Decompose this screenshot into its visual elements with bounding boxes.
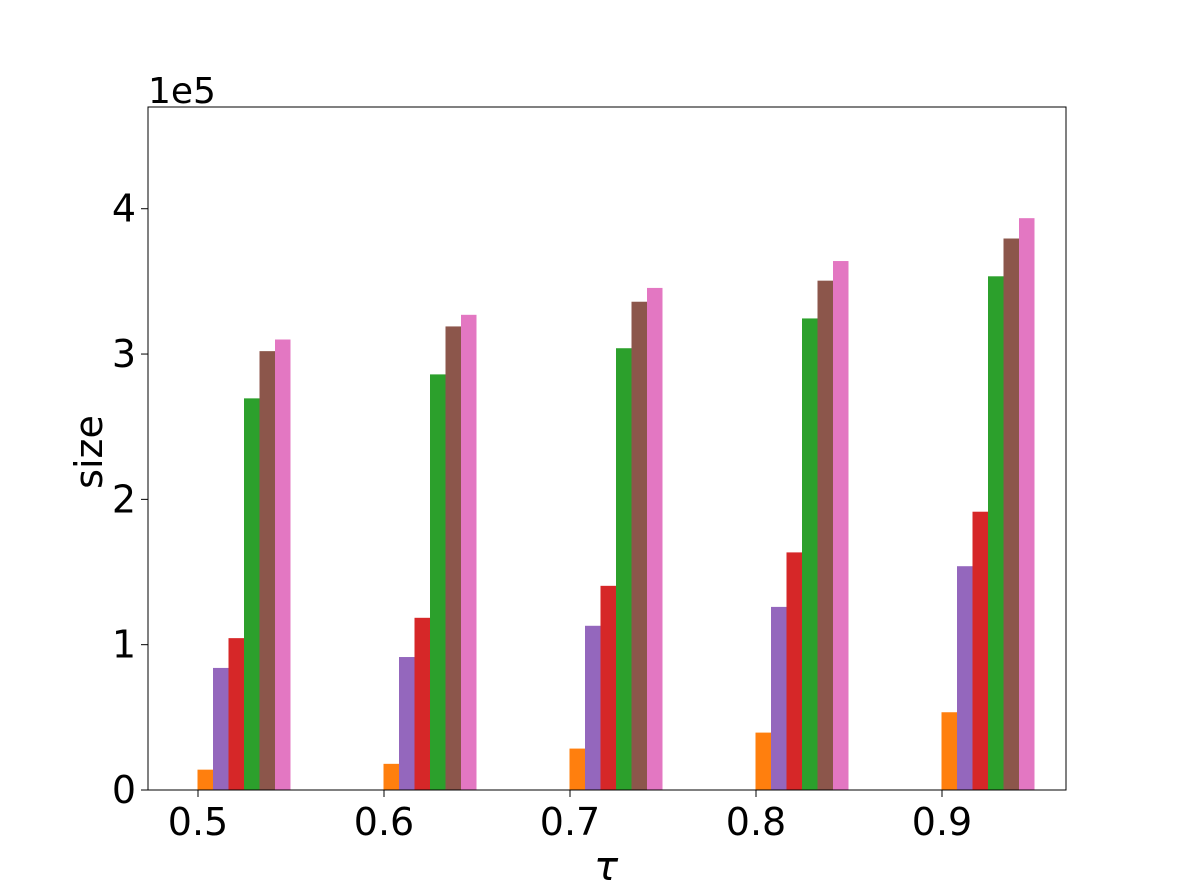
bar-0.5-series-1 <box>197 769 213 790</box>
plot-frame <box>147 106 1067 791</box>
bar-0.6-series-6 <box>461 314 477 790</box>
bar-0.5-series-4 <box>244 398 260 790</box>
x-axis-label: τ <box>594 844 619 888</box>
bar-0.5-series-6 <box>275 339 291 790</box>
bar-0.6-series-2 <box>399 657 415 790</box>
bar-0.7-series-5 <box>631 301 647 790</box>
bar-0.9-series-6 <box>1019 218 1035 791</box>
bar-0.6-series-5 <box>445 326 461 790</box>
x-tick-label: 0.8 <box>726 800 786 844</box>
bar-0.9-series-4 <box>988 276 1004 790</box>
bar-0.7-series-2 <box>585 625 601 790</box>
y-tick-label: 0 <box>112 768 136 812</box>
bar-0.9-series-3 <box>972 511 988 790</box>
bar-0.9-series-5 <box>1003 238 1019 790</box>
y-tick-label: 4 <box>112 187 136 231</box>
bar-0.6-series-3 <box>414 617 430 790</box>
bar-0.7-series-1 <box>569 748 585 790</box>
bar-0.5-series-3 <box>228 638 244 790</box>
bar-0.7-series-6 <box>647 287 663 790</box>
x-axis: 0.5 0.6 0.7 0.8 0.9 <box>168 790 972 844</box>
bar-0.8-series-5 <box>817 280 833 790</box>
bar-0.7-series-4 <box>616 348 632 790</box>
bar-0.8-series-2 <box>771 606 787 790</box>
x-tick-label: 0.6 <box>354 800 414 844</box>
bar-0.9-series-2 <box>957 566 973 790</box>
bar-0.7-series-3 <box>600 585 616 790</box>
bars-layer <box>197 218 1035 791</box>
y-axis-label: size <box>67 415 111 489</box>
y-tick-label: 3 <box>112 332 136 376</box>
bar-0.6-series-4 <box>430 374 446 790</box>
bar-0.6-series-1 <box>383 763 399 790</box>
bar-0.5-series-5 <box>259 351 275 790</box>
bar-0.9-series-1 <box>941 712 957 790</box>
y-axis: 0 1 2 3 4 <box>112 187 148 812</box>
x-tick-label: 0.7 <box>540 800 600 844</box>
x-tick-label: 0.9 <box>912 800 972 844</box>
bar-0.8-series-4 <box>802 318 818 790</box>
x-tick-label: 0.5 <box>168 800 228 844</box>
bar-0.5-series-2 <box>213 667 229 790</box>
bar-0.8-series-1 <box>755 732 771 790</box>
y-tick-label: 2 <box>112 477 136 521</box>
bar-0.8-series-3 <box>786 552 802 790</box>
y-offset-label: 1e5 <box>148 71 216 112</box>
y-tick-label: 1 <box>112 623 136 667</box>
bar-0.8-series-6 <box>833 261 849 790</box>
